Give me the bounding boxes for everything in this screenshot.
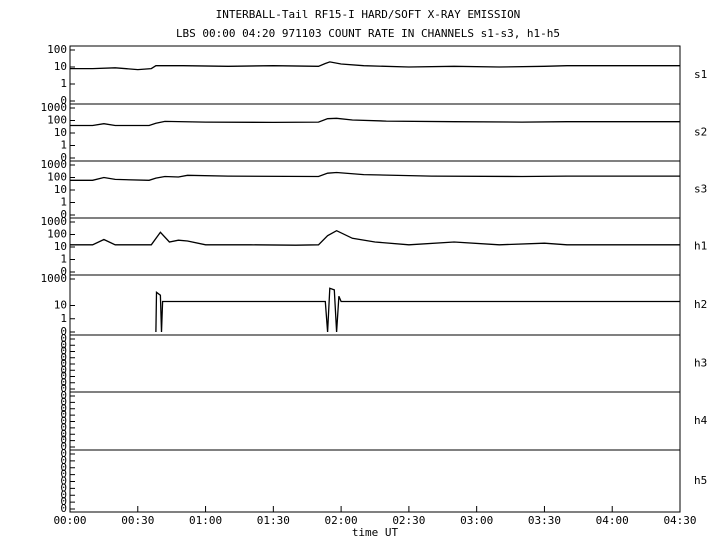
x-tick-label: 04:30: [663, 514, 696, 527]
y-tick-label: 0: [60, 265, 67, 278]
x-tick-label: 00:00: [53, 514, 86, 527]
y-tick-label: 0: [60, 475, 67, 488]
y-tick-label: 0: [60, 440, 67, 453]
y-tick-label: 100: [47, 43, 67, 56]
y-tick-label: 1000: [41, 272, 68, 285]
y-tick-label: 10: [54, 240, 67, 253]
y-tick-label: 0: [60, 357, 67, 370]
x-tick-label: 01:00: [189, 514, 222, 527]
x-tick-label: 03:30: [528, 514, 561, 527]
y-tick-label: 1: [60, 312, 67, 325]
x-tick-label: 04:00: [596, 514, 629, 527]
y-tick-label: 1: [60, 77, 67, 90]
y-tick-label: 1: [60, 196, 67, 209]
y-tick-label: 0: [60, 345, 67, 358]
y-tick-label: 10: [54, 60, 67, 73]
data-line: [70, 171, 680, 181]
data-line: [155, 287, 680, 333]
y-tick-label: 100: [47, 228, 67, 241]
data-line: [70, 229, 680, 246]
y-tick-label: 0: [60, 389, 67, 402]
y-tick-label: 10: [54, 183, 67, 196]
y-tick-label: 100: [47, 171, 67, 184]
y-tick-label: 0: [60, 481, 67, 494]
y-tick-label: 0: [60, 461, 67, 474]
panel-label: h3: [694, 357, 707, 370]
panel-label: h2: [694, 298, 707, 311]
y-tick-label: 0: [60, 488, 67, 501]
chart-subtitle: LBS 00:00 04:20 971103 COUNT RATE IN CHA…: [176, 27, 560, 40]
y-tick-label: 0: [60, 495, 67, 508]
x-axis-label: time UT: [352, 526, 399, 539]
data-line: [70, 117, 680, 127]
y-tick-label: 0: [60, 502, 67, 515]
x-tick-label: 03:00: [460, 514, 493, 527]
y-tick-label: 0: [60, 402, 67, 415]
y-tick-label: 0: [60, 325, 67, 338]
y-tick-label: 0: [60, 447, 67, 460]
y-tick-label: 0: [60, 382, 67, 395]
y-tick-label: 0: [60, 408, 67, 421]
y-tick-label: 1: [60, 253, 67, 266]
y-tick-label: 0: [60, 454, 67, 467]
y-tick-label: 0: [60, 94, 67, 107]
panel-label: h1: [694, 240, 707, 253]
panel-label: s1: [694, 68, 707, 81]
y-tick-label: 0: [60, 338, 67, 351]
y-tick-label: 0: [60, 208, 67, 221]
panel-label: s3: [694, 183, 707, 196]
x-tick-label: 01:30: [257, 514, 290, 527]
y-tick-label: 0: [60, 434, 67, 447]
chart-title: INTERBALL-Tail RF15-I HARD/SOFT X-RAY EM…: [216, 8, 521, 21]
y-tick-label: 0: [60, 370, 67, 383]
y-tick-label: 1000: [41, 215, 68, 228]
y-tick-label: 0: [60, 427, 67, 440]
y-tick-label: 0: [60, 151, 67, 164]
panel-label: s2: [694, 126, 707, 139]
y-tick-label: 0: [60, 395, 67, 408]
data-line: [70, 61, 680, 71]
y-tick-label: 0: [60, 332, 67, 345]
x-tick-label: 02:00: [325, 514, 358, 527]
y-tick-label: 100: [47, 114, 67, 127]
y-tick-label: 1000: [41, 158, 68, 171]
y-tick-label: 10: [54, 126, 67, 139]
y-tick-label: 0: [60, 421, 67, 434]
x-tick-label: 00:30: [121, 514, 154, 527]
x-tick-label: 02:30: [392, 514, 425, 527]
panel-label: h5: [694, 474, 707, 487]
y-tick-label: 1000: [41, 101, 68, 114]
y-tick-label: 0: [60, 468, 67, 481]
y-tick-label: 1: [60, 139, 67, 152]
panel-label: h4: [694, 414, 708, 427]
y-tick-label: 10: [54, 299, 67, 312]
y-tick-label: 0: [60, 415, 67, 428]
y-tick-label: 0: [60, 376, 67, 389]
y-tick-label: 0: [60, 363, 67, 376]
y-tick-label: 0: [60, 351, 67, 364]
